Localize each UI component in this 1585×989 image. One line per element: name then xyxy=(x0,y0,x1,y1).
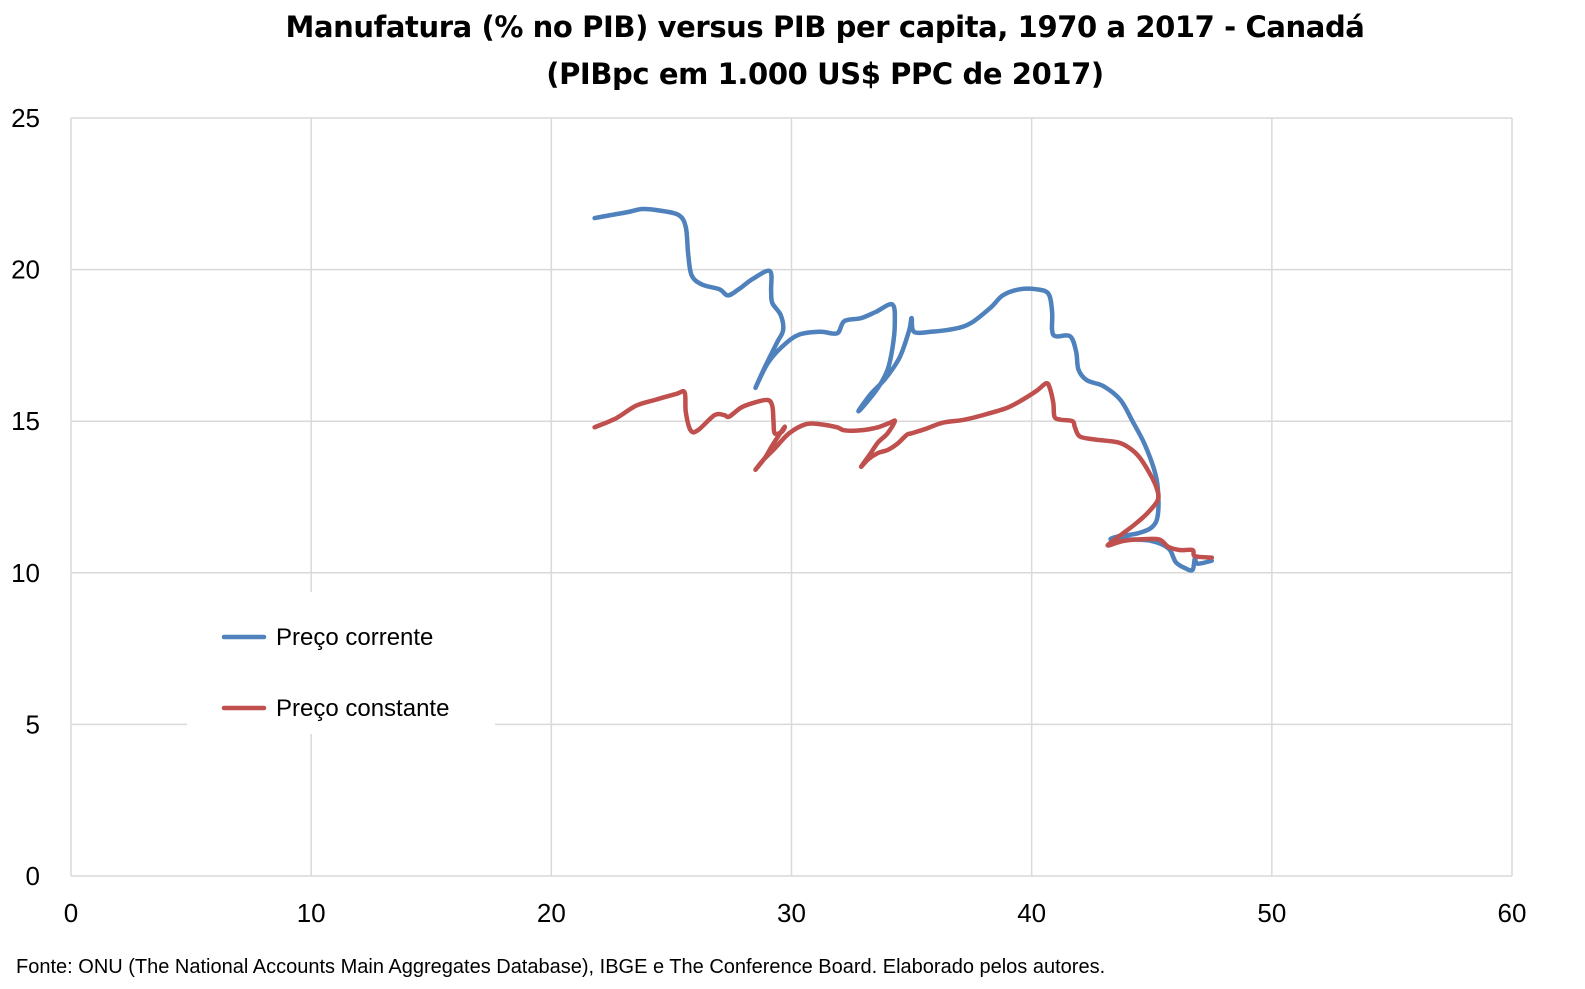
x-tick-label: 60 xyxy=(1498,898,1527,928)
series-line-preco-corrente xyxy=(592,206,1215,573)
x-tick-label: 10 xyxy=(297,898,326,928)
x-tick-label: 50 xyxy=(1257,898,1286,928)
x-tick-label: 0 xyxy=(64,898,78,928)
tick-labels: 0 5 10 15 20 25 0 10 20 30 40 50 60 xyxy=(11,103,1526,928)
chart-subtitle: (PIBpc em 1.000 US$ PPC de 2017) xyxy=(546,57,1104,91)
series-line-preco-constante xyxy=(592,380,1215,560)
axes xyxy=(70,118,1512,877)
grid xyxy=(71,117,1513,876)
y-tick-label: 0 xyxy=(26,861,40,891)
source-note: Fonte: ONU (The National Accounts Main A… xyxy=(16,956,1106,978)
x-tick-label: 20 xyxy=(537,898,566,928)
y-tick-label: 15 xyxy=(11,406,40,436)
legend-label-preco-constante: Preço constante xyxy=(276,695,449,722)
series-lines xyxy=(592,206,1215,573)
legend-box xyxy=(187,592,495,734)
x-tick-label: 30 xyxy=(777,898,806,928)
legend-label-preco-corrente: Preço corrente xyxy=(276,624,433,651)
chart-title: Manufatura (% no PIB) versus PIB per cap… xyxy=(285,10,1365,44)
y-tick-label: 5 xyxy=(26,709,40,739)
x-tick-label: 40 xyxy=(1017,898,1046,928)
legend: Preço corrente Preço constante xyxy=(187,592,495,734)
y-tick-label: 25 xyxy=(11,103,40,133)
y-tick-label: 10 xyxy=(11,558,40,588)
y-tick-label: 20 xyxy=(11,255,40,285)
